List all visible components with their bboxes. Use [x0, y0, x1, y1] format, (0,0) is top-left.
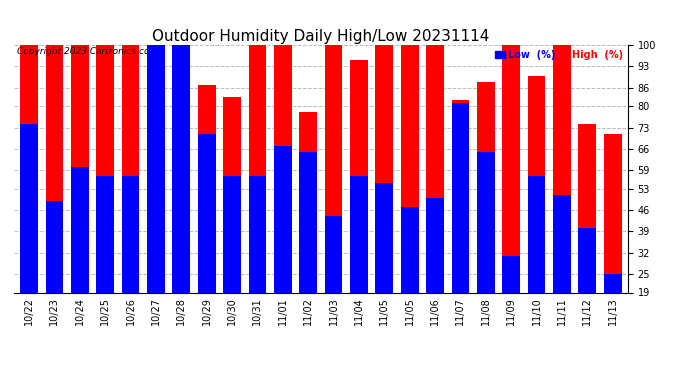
Bar: [172, 45, 190, 351]
Bar: [71, 45, 88, 351]
Bar: [325, 45, 342, 351]
Bar: [223, 97, 241, 351]
Bar: [223, 176, 241, 351]
Bar: [299, 152, 317, 351]
Bar: [46, 201, 63, 351]
Bar: [528, 176, 545, 351]
Bar: [401, 45, 419, 351]
Bar: [147, 45, 165, 351]
Bar: [248, 45, 266, 351]
Text: Copyright 2023 Cartronics.com: Copyright 2023 Cartronics.com: [17, 48, 158, 57]
Bar: [20, 45, 38, 351]
Bar: [20, 124, 38, 351]
Title: Outdoor Humidity Daily High/Low 20231114: Outdoor Humidity Daily High/Low 20231114: [152, 29, 489, 44]
Bar: [71, 167, 88, 351]
Bar: [502, 256, 520, 351]
Bar: [198, 85, 215, 351]
Bar: [299, 112, 317, 351]
Bar: [451, 100, 469, 351]
Bar: [97, 176, 114, 351]
Bar: [375, 183, 393, 351]
Bar: [528, 75, 545, 351]
Bar: [350, 60, 368, 351]
Bar: [375, 45, 393, 351]
Bar: [198, 134, 215, 351]
Bar: [426, 45, 444, 351]
Bar: [46, 45, 63, 351]
Bar: [121, 176, 139, 351]
Bar: [604, 134, 622, 351]
Bar: [248, 176, 266, 351]
Bar: [426, 198, 444, 351]
Legend: Low  (%), High  (%): Low (%), High (%): [495, 50, 623, 60]
Bar: [172, 45, 190, 351]
Bar: [121, 45, 139, 351]
Bar: [401, 207, 419, 351]
Bar: [274, 45, 292, 351]
Bar: [578, 124, 596, 351]
Bar: [274, 146, 292, 351]
Bar: [604, 274, 622, 351]
Bar: [451, 103, 469, 351]
Bar: [553, 45, 571, 351]
Bar: [325, 216, 342, 351]
Bar: [350, 176, 368, 351]
Bar: [477, 152, 495, 351]
Bar: [477, 82, 495, 351]
Bar: [97, 45, 114, 351]
Bar: [578, 228, 596, 351]
Bar: [502, 45, 520, 351]
Bar: [147, 45, 165, 351]
Bar: [553, 195, 571, 351]
